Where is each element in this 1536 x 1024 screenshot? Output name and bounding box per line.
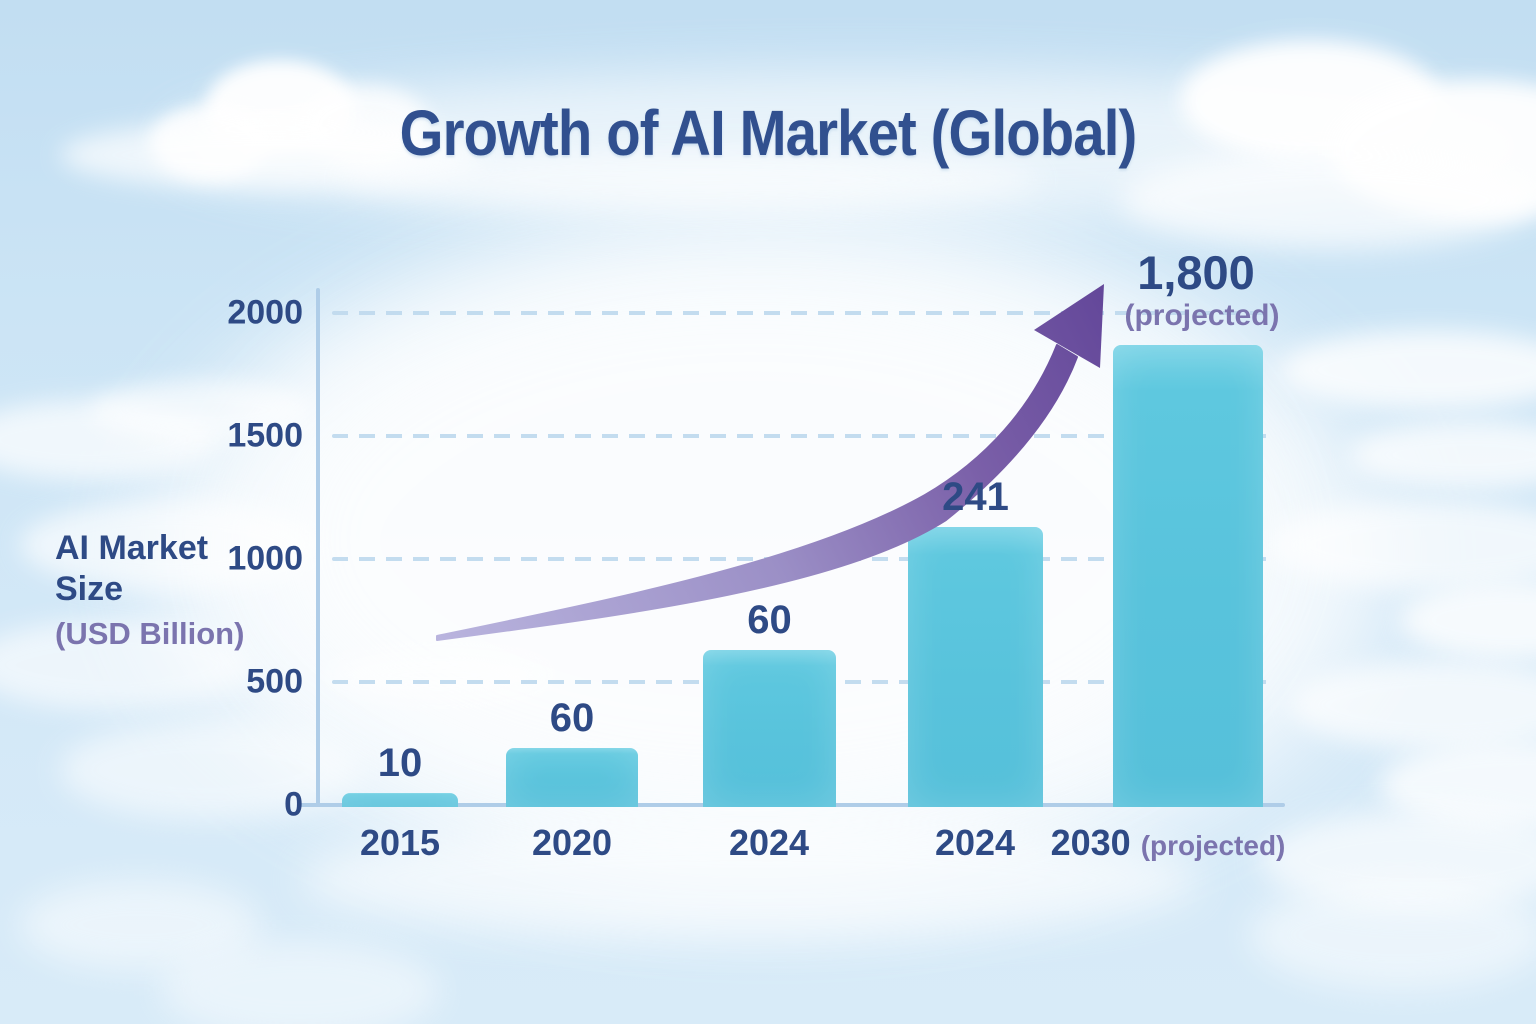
x-tick-label: 2020 bbox=[532, 822, 612, 864]
cloud-shape bbox=[330, 650, 550, 700]
cloud-shape bbox=[1270, 500, 1536, 590]
chart-title: Growth of AI Market (Global) bbox=[399, 97, 1138, 169]
bar-value-note: (projected) bbox=[1124, 298, 1280, 332]
y-tick-label: 2000 bbox=[227, 293, 303, 332]
x-tick-label: 2024 bbox=[935, 822, 1015, 864]
cloud-shape bbox=[1280, 330, 1536, 410]
cloud-shape bbox=[1250, 880, 1536, 990]
bar bbox=[506, 748, 638, 807]
cloud-shape bbox=[1330, 80, 1536, 220]
y-tick-label: 0 bbox=[284, 785, 303, 824]
bar-value-label: 60 bbox=[549, 696, 595, 741]
cloud-shape bbox=[1350, 420, 1536, 490]
y-tick-label: 500 bbox=[246, 662, 303, 701]
cloud-shape bbox=[1290, 660, 1536, 750]
cloud-shape bbox=[1180, 40, 1440, 160]
cloud-shape bbox=[20, 880, 260, 970]
x-tick-label: 2024 bbox=[729, 822, 809, 864]
bar-value-label: 1,800 bbox=[1137, 245, 1255, 299]
y-axis-line bbox=[316, 288, 320, 807]
bar-value-label: 10 bbox=[377, 740, 423, 785]
bar-value-label: 60 bbox=[747, 598, 792, 643]
cloud-shape bbox=[205, 60, 355, 155]
x-tick-year: 2024 bbox=[934, 822, 1016, 863]
bar bbox=[1113, 344, 1263, 807]
x-tick-year: 2015 bbox=[359, 822, 441, 863]
y-axis-unit-label: (USD Billion) bbox=[55, 615, 245, 651]
cloud-shape bbox=[1260, 810, 1536, 910]
y-tick-label: 1000 bbox=[227, 539, 303, 578]
x-tick-year: 2030 bbox=[1050, 822, 1131, 863]
x-tick-note: (projected) bbox=[1140, 830, 1286, 861]
cloud-shape bbox=[1120, 150, 1536, 250]
bar bbox=[342, 792, 458, 807]
bar bbox=[703, 650, 836, 807]
cloud-shape bbox=[160, 940, 440, 1024]
cloud-shape bbox=[1380, 740, 1536, 830]
growth-arrow-head bbox=[1034, 284, 1104, 368]
x-tick-year: 2024 bbox=[728, 822, 810, 863]
x-tick-label: 2030 (projected) bbox=[1051, 822, 1286, 864]
x-tick-label: 2015 bbox=[360, 822, 440, 864]
cloud-shape bbox=[0, 400, 220, 480]
cloud-shape bbox=[150, 105, 270, 180]
bar-value-label: 241 bbox=[942, 475, 1009, 520]
x-tick-year: 2020 bbox=[531, 822, 613, 863]
y-tick-label: 1500 bbox=[227, 416, 303, 455]
bar bbox=[908, 527, 1043, 807]
cloud-shape bbox=[1400, 580, 1536, 660]
